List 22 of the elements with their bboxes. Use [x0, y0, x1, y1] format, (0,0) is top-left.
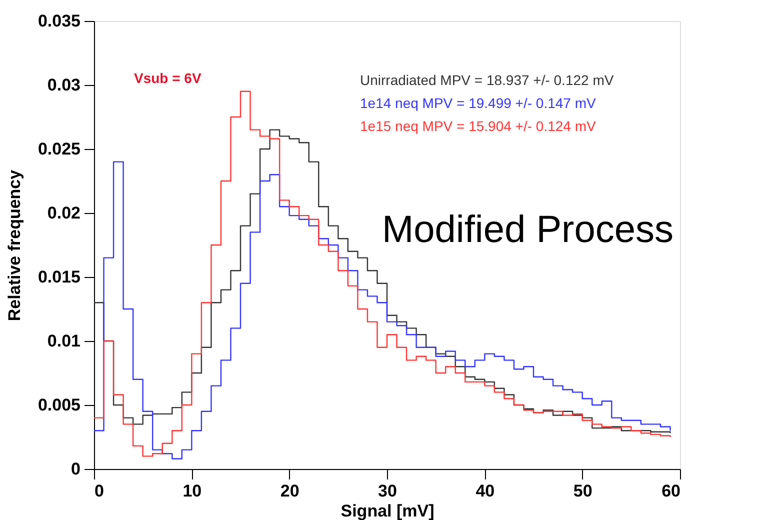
annotation: Modified Process — [382, 209, 674, 251]
x-axis-title: Signal [mV] — [340, 502, 434, 520]
annotation: Vsub = 6V — [134, 70, 202, 86]
y-tick-label: 0.005 — [38, 396, 80, 414]
x-tick-label: 60 — [662, 482, 680, 500]
y-tick-label: 0.015 — [38, 268, 80, 286]
x-tick-label: 30 — [378, 482, 397, 500]
y-tick-label: 0.035 — [38, 12, 80, 30]
text: Unirradiated MPV = 18.937 +/- 0.122 mV — [360, 72, 614, 88]
y-tick-label: 0 — [71, 460, 80, 478]
y-tick-label: 0.01 — [47, 332, 80, 350]
x-tick-label: 40 — [476, 482, 495, 500]
text: 1e15 neq MPV = 15.904 +/- 0.124 mV — [360, 118, 596, 134]
y-tick-label: 0.03 — [47, 76, 80, 94]
x-tick-label: 50 — [573, 482, 592, 500]
y-axis-title: Relative frequency — [4, 169, 24, 322]
x-tick-label: 10 — [182, 482, 202, 500]
x-tick-label: 20 — [280, 482, 300, 500]
y-tick-label: 0.02 — [47, 204, 80, 222]
text: 1e14 neq MPV = 19.499 +/- 0.147 mV — [360, 95, 596, 111]
x-tick-label: 0 — [94, 482, 104, 500]
y-tick-label: 0.025 — [38, 140, 80, 158]
